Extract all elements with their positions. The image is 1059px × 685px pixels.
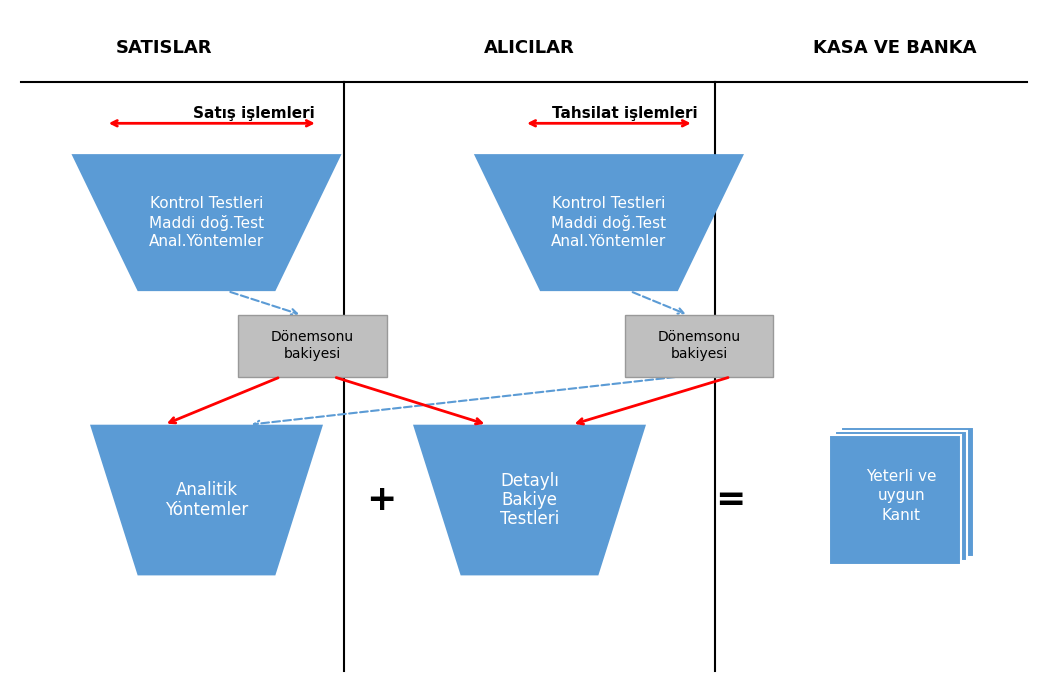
Text: Maddi doğ.Test: Maddi doğ.Test [552, 214, 666, 231]
Text: ALICILAR: ALICILAR [484, 39, 575, 57]
Text: =: = [716, 483, 746, 517]
Polygon shape [474, 154, 743, 291]
Text: Dönemsonu: Dönemsonu [658, 330, 740, 345]
FancyBboxPatch shape [625, 315, 773, 377]
Text: Testleri: Testleri [500, 510, 559, 528]
Text: Maddi doğ.Test: Maddi doğ.Test [149, 214, 264, 231]
Polygon shape [413, 425, 646, 575]
Text: Kontrol Testleri: Kontrol Testleri [552, 196, 666, 211]
Text: Tahsilat işlemleri: Tahsilat işlemleri [552, 105, 698, 121]
Polygon shape [72, 154, 342, 291]
FancyBboxPatch shape [841, 427, 974, 557]
Text: Yeterli ve
uygun
Kanıt: Yeterli ve uygun Kanıt [866, 469, 936, 523]
Text: Anal.Yöntemler: Anal.Yöntemler [552, 234, 666, 249]
Text: Bakiye: Bakiye [502, 491, 557, 509]
FancyBboxPatch shape [238, 315, 387, 377]
Text: bakiyesi: bakiyesi [670, 347, 728, 362]
Text: Anal.Yöntemler: Anal.Yöntemler [149, 234, 264, 249]
Text: KASA VE BANKA: KASA VE BANKA [813, 39, 976, 57]
FancyBboxPatch shape [834, 431, 968, 561]
Text: Detaylı: Detaylı [500, 472, 559, 490]
Text: Yöntemler: Yöntemler [165, 501, 248, 519]
Text: Analitik: Analitik [176, 482, 237, 499]
Text: +: + [366, 483, 396, 517]
Text: Dönemsonu: Dönemsonu [271, 330, 354, 345]
Polygon shape [90, 425, 323, 575]
Text: Kontrol Testleri: Kontrol Testleri [149, 196, 264, 211]
Text: SATISLAR: SATISLAR [115, 39, 213, 57]
Text: Satış işlemleri: Satış işlemleri [194, 105, 315, 121]
Text: bakiyesi: bakiyesi [284, 347, 341, 362]
FancyBboxPatch shape [829, 435, 962, 565]
